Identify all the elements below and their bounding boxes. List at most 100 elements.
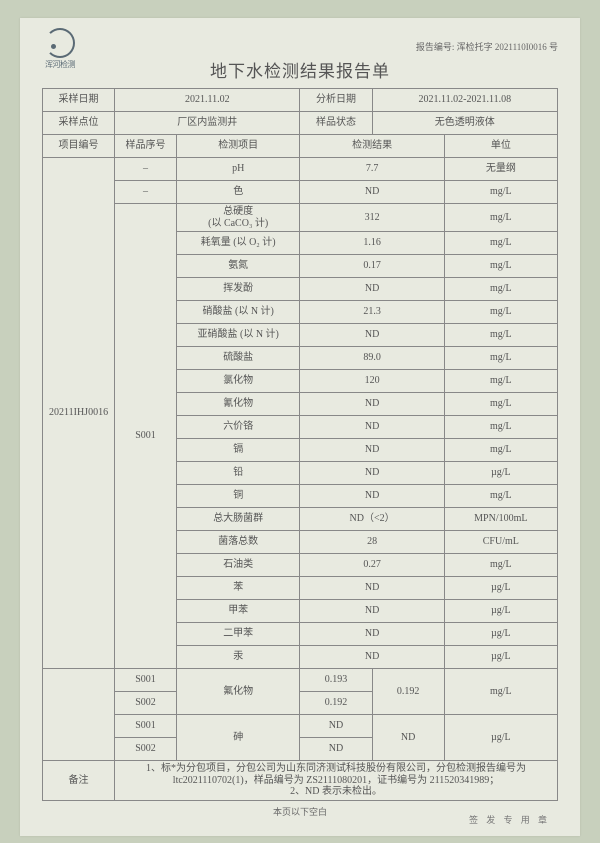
test-item: 铅 bbox=[176, 462, 300, 485]
sample-loc-value: 厂区内监测井 bbox=[115, 112, 300, 135]
unit: mg/L bbox=[444, 324, 557, 347]
unit: 无量纲 bbox=[444, 158, 557, 181]
unit: µg/L bbox=[444, 577, 557, 600]
result-value: ND bbox=[300, 324, 444, 347]
dup-arsenic-v1: ND bbox=[300, 715, 372, 738]
report-code-line: 报告编号: 浑检托字 2021110I0016 号 bbox=[42, 40, 558, 53]
result-value: ND bbox=[300, 485, 444, 508]
unit: mg/L bbox=[444, 554, 557, 577]
unit: mg/L bbox=[444, 278, 557, 301]
report-page: 浑河检测 报告编号: 浑检托字 2021110I0016 号 地下水检测结果报告… bbox=[20, 18, 580, 836]
sample-state-label: 样品状态 bbox=[300, 112, 372, 135]
test-item: 亚硝酸盐 (以 N 计) bbox=[176, 324, 300, 347]
data-row: –色NDmg/L bbox=[43, 181, 558, 204]
sample-date-value: 2021.11.02 bbox=[115, 89, 300, 112]
dup-item-arsenic: 砷 bbox=[176, 715, 300, 761]
test-item: 菌落总数 bbox=[176, 531, 300, 554]
sample-id-main: S001 bbox=[115, 204, 177, 669]
test-item: 镉 bbox=[176, 439, 300, 462]
test-item: 汞 bbox=[176, 646, 300, 669]
dup-sample-s002-a: S002 bbox=[115, 692, 177, 715]
notes-label: 备注 bbox=[43, 761, 115, 801]
dup-fluoride-unit: mg/L bbox=[444, 669, 557, 715]
test-item: pH bbox=[176, 158, 300, 181]
logo-icon bbox=[45, 28, 75, 58]
company-name: 浑河检测 bbox=[44, 59, 76, 70]
dup-fluoride-avg: 0.192 bbox=[372, 669, 444, 715]
unit: mg/L bbox=[444, 347, 557, 370]
unit: µg/L bbox=[444, 600, 557, 623]
unit: µg/L bbox=[444, 646, 557, 669]
header-row-1: 采样日期 2021.11.02 分析日期 2021.11.02-2021.11.… bbox=[43, 89, 558, 112]
test-item: 六价铬 bbox=[176, 416, 300, 439]
result-value: 89.0 bbox=[300, 347, 444, 370]
unit: mg/L bbox=[444, 301, 557, 324]
unit: mg/L bbox=[444, 416, 557, 439]
test-item: 硝酸盐 (以 N 计) bbox=[176, 301, 300, 324]
test-item: 总硬度 (以 CaCO₃ 计) bbox=[176, 204, 300, 232]
unit: mg/L bbox=[444, 439, 557, 462]
analysis-date-value: 2021.11.02-2021.11.08 bbox=[372, 89, 557, 112]
sample-loc-label: 采样点位 bbox=[43, 112, 115, 135]
dup-fluoride-v2: 0.192 bbox=[300, 692, 372, 715]
dup-arsenic-v2: ND bbox=[300, 738, 372, 761]
report-table: 采样日期 2021.11.02 分析日期 2021.11.02-2021.11.… bbox=[42, 88, 558, 801]
header-row-2: 采样点位 厂区内监测井 样品状态 无色透明液体 bbox=[43, 112, 558, 135]
sample-id: – bbox=[115, 158, 177, 181]
result-value: ND bbox=[300, 623, 444, 646]
unit: mg/L bbox=[444, 255, 557, 278]
result-value: ND bbox=[300, 646, 444, 669]
test-item: 色 bbox=[176, 181, 300, 204]
result-value: 312 bbox=[300, 204, 444, 232]
test-item: 石油类 bbox=[176, 554, 300, 577]
dup-sample-s001-a: S001 bbox=[115, 669, 177, 692]
notes-text: 1、标*为分包项目，分包公司为山东同济测试科技股份有限公司，分包检测报告编号为 … bbox=[115, 761, 558, 801]
dup-arsenic-unit: µg/L bbox=[444, 715, 557, 761]
result-value: ND bbox=[300, 439, 444, 462]
result-value: 28 bbox=[300, 531, 444, 554]
col-sample-id: 样品序号 bbox=[115, 135, 177, 158]
result-value: ND bbox=[300, 393, 444, 416]
dup-fluoride-v1: 0.193 bbox=[300, 669, 372, 692]
project-id-cell: 20211IHJ0016 bbox=[43, 158, 115, 669]
test-item: 二甲苯 bbox=[176, 623, 300, 646]
report-code-value: 浑检托字 2021110I0016 号 bbox=[457, 42, 558, 52]
unit: mg/L bbox=[444, 204, 557, 232]
notes-row: 备注 1、标*为分包项目，分包公司为山东同济测试科技股份有限公司，分包检测报告编… bbox=[43, 761, 558, 801]
test-item: 氯化物 bbox=[176, 370, 300, 393]
dup-row-arsenic-1: S001 砷 ND ND µg/L bbox=[43, 715, 558, 738]
unit: µg/L bbox=[444, 623, 557, 646]
data-row: S001总硬度 (以 CaCO₃ 计)312mg/L bbox=[43, 204, 558, 232]
test-item: 铜 bbox=[176, 485, 300, 508]
test-item: 挥发酚 bbox=[176, 278, 300, 301]
dup-sample-s001-b: S001 bbox=[115, 715, 177, 738]
test-item: 总大肠菌群 bbox=[176, 508, 300, 531]
column-header-row: 项目编号 样品序号 检测项目 检测结果 单位 bbox=[43, 135, 558, 158]
unit: mg/L bbox=[444, 232, 557, 255]
proj-id-continued bbox=[43, 669, 115, 761]
test-item: 氰化物 bbox=[176, 393, 300, 416]
test-item: 苯 bbox=[176, 577, 300, 600]
unit: CFU/mL bbox=[444, 531, 557, 554]
test-item: 耗氧量 (以 O₂ 计) bbox=[176, 232, 300, 255]
col-result: 检测结果 bbox=[300, 135, 444, 158]
test-item: 氨氮 bbox=[176, 255, 300, 278]
test-item: 硫酸盐 bbox=[176, 347, 300, 370]
result-value: ND bbox=[300, 181, 444, 204]
sample-id: – bbox=[115, 181, 177, 204]
sample-date-label: 采样日期 bbox=[43, 89, 115, 112]
unit: MPN/100mL bbox=[444, 508, 557, 531]
report-title: 地下水检测结果报告单 bbox=[42, 57, 558, 82]
dup-sample-s002-b: S002 bbox=[115, 738, 177, 761]
unit: mg/L bbox=[444, 181, 557, 204]
unit: µg/L bbox=[444, 462, 557, 485]
col-project-id: 项目编号 bbox=[43, 135, 115, 158]
result-value: 0.27 bbox=[300, 554, 444, 577]
dup-item-fluoride: 氟化物 bbox=[176, 669, 300, 715]
col-unit: 单位 bbox=[444, 135, 557, 158]
result-value: ND bbox=[300, 600, 444, 623]
analysis-date-label: 分析日期 bbox=[300, 89, 372, 112]
result-value: ND bbox=[300, 416, 444, 439]
result-value: 0.17 bbox=[300, 255, 444, 278]
result-value: ND（<2） bbox=[300, 508, 444, 531]
